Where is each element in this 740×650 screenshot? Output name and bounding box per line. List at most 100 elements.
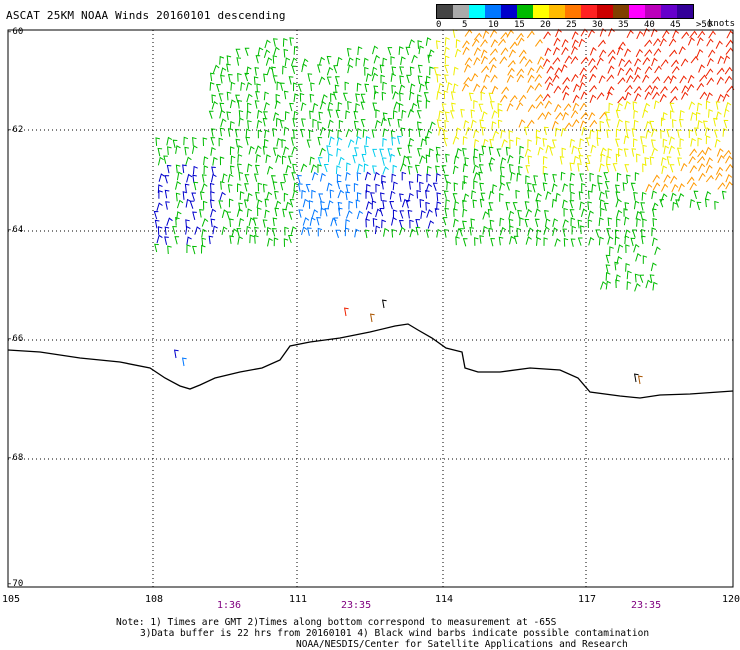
wind-barb (542, 58, 551, 67)
wind-barb (336, 56, 343, 66)
wind-barb (625, 129, 631, 138)
wind-barb (527, 155, 533, 165)
wind-barb (624, 229, 631, 239)
wind-barb (533, 175, 538, 184)
wind-barb (642, 255, 648, 264)
wind-barb (580, 225, 585, 235)
wind-barb (577, 219, 583, 229)
lat-label-60: -60 (7, 27, 24, 37)
wind-barb (680, 91, 689, 100)
wind-barb (639, 211, 645, 220)
wind-barb (274, 190, 279, 200)
wind-barb (263, 138, 269, 148)
wind-barb (480, 39, 488, 47)
wind-barb (500, 129, 506, 139)
wind-barb (400, 127, 406, 137)
wind-barb (596, 92, 605, 100)
wind-barb (715, 172, 723, 181)
wind-barb (599, 120, 605, 130)
legend-color-bar (436, 4, 694, 19)
wind-barb (166, 217, 173, 226)
wind-barb (257, 182, 263, 192)
wind-barb (661, 30, 670, 39)
wind-barb (201, 183, 208, 192)
wind-barb (699, 74, 708, 82)
wind-barb (210, 137, 216, 146)
wind-barb (482, 225, 488, 235)
wind-barb (276, 137, 282, 147)
wind-barb (274, 100, 281, 109)
wind-barb (659, 93, 667, 103)
wind-barb (497, 38, 506, 46)
wind-barb (247, 192, 253, 202)
wind-barb (281, 155, 287, 165)
wind-barb (616, 46, 624, 56)
wind-barb (453, 66, 459, 76)
wind-barb (389, 190, 396, 200)
wind-barb (463, 76, 472, 85)
wind-barb (651, 237, 658, 247)
wind-barb (210, 173, 217, 183)
wind-barb (487, 208, 493, 218)
wind-barb (675, 199, 680, 208)
wind-barb (579, 120, 587, 129)
wind-barb (587, 190, 593, 200)
wind-barb (379, 64, 385, 74)
wind-barb (425, 154, 431, 164)
wind-barb (693, 190, 699, 200)
wind-barb (353, 110, 359, 120)
wind-barb (316, 217, 321, 226)
wind-barb (321, 94, 328, 103)
wind-barb (616, 209, 623, 219)
wind-barb (455, 147, 462, 157)
wind-barb (382, 166, 389, 175)
wind-barb (347, 64, 354, 74)
wind-barb (473, 171, 480, 181)
wind-barb (319, 100, 327, 110)
wind-barb (276, 81, 282, 91)
wind-barb (371, 72, 379, 82)
wind-barb (284, 226, 289, 236)
lat-label-70: -70 (7, 579, 24, 589)
wind-barb (425, 229, 431, 238)
wind-barb (681, 31, 690, 39)
wind-barb (552, 227, 559, 237)
wind-barb (591, 183, 597, 193)
wind-barb (482, 211, 489, 220)
wind-barb (634, 58, 642, 67)
wind-barb (705, 135, 711, 145)
wind-barb (589, 129, 595, 139)
wind-barb (615, 109, 621, 119)
wind-barb (649, 156, 655, 165)
wind-barb (552, 74, 560, 83)
wind-barb (436, 119, 442, 128)
wind-barb (491, 121, 497, 130)
wind-barb (605, 271, 611, 281)
wind-barb (446, 181, 452, 190)
wind-barb (640, 136, 645, 145)
wind-barb (175, 181, 181, 190)
wind-barb (191, 192, 197, 201)
wind-barb (320, 201, 325, 210)
wind-barb (562, 183, 569, 192)
wind-barb (292, 129, 298, 138)
wind-barb (347, 57, 354, 66)
wind-barb (623, 135, 630, 145)
wind-barb (174, 236, 180, 245)
wind-barb (517, 209, 522, 219)
wind-barb (651, 147, 658, 157)
wind-barb (597, 39, 606, 48)
wind-barb (489, 64, 497, 73)
wind-barb (381, 219, 386, 229)
wind-barb (158, 173, 165, 182)
wind-barb (672, 201, 678, 211)
wind-barb (446, 82, 453, 91)
wind-barb (625, 120, 630, 130)
wind-barb (607, 217, 613, 227)
wind-barb (308, 129, 314, 139)
wind-barb (706, 77, 715, 86)
wind-barb (307, 73, 313, 82)
wind-barb (255, 145, 262, 154)
wind-barb (424, 81, 430, 91)
wind-barb (345, 210, 353, 219)
